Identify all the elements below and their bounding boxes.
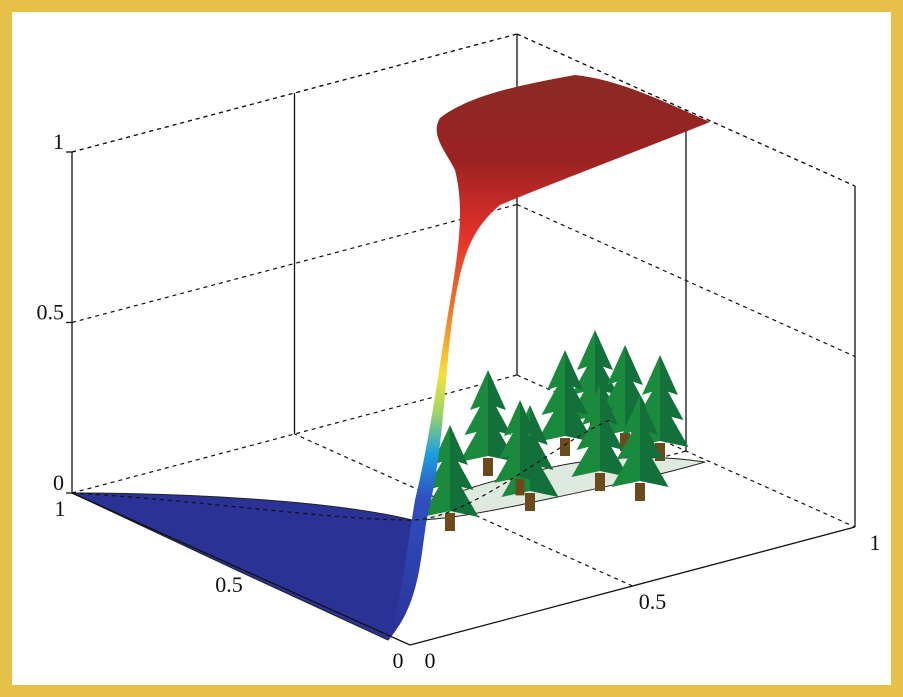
y-tick-label: 0.5 xyxy=(215,572,243,597)
y-tick-label: 0 xyxy=(393,648,404,673)
chart: 00.5100.5100.51 xyxy=(0,0,903,697)
tree-trunk xyxy=(560,438,570,456)
z-tick-label: 0 xyxy=(53,470,64,495)
tree-trunk xyxy=(525,493,535,511)
tree-trunk xyxy=(483,458,493,476)
y-tick-label: 1 xyxy=(55,496,66,521)
z-tick-label: 0.5 xyxy=(37,300,65,325)
x-tick-label: 1 xyxy=(870,530,881,555)
x-tick-label: 0.5 xyxy=(639,589,667,614)
tree-trunk xyxy=(595,473,605,491)
x-tick-label: 0 xyxy=(425,648,436,673)
tree-trunk xyxy=(635,483,645,501)
tree-trunk xyxy=(445,513,455,531)
z-tick-label: 1 xyxy=(53,129,64,154)
tree-trunk xyxy=(516,479,525,495)
